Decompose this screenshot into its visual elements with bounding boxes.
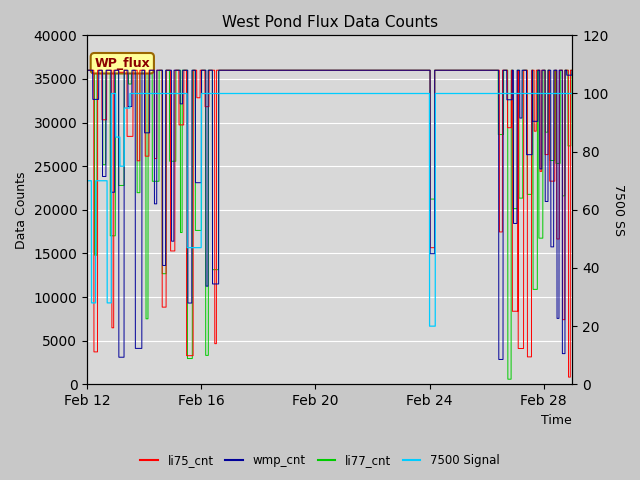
- Text: WP_flux: WP_flux: [95, 57, 150, 70]
- X-axis label: Time: Time: [541, 414, 572, 427]
- Y-axis label: Data Counts: Data Counts: [15, 171, 28, 249]
- Y-axis label: 7500 SS: 7500 SS: [612, 184, 625, 236]
- Title: West Pond Flux Data Counts: West Pond Flux Data Counts: [221, 15, 438, 30]
- Legend: li75_cnt, wmp_cnt, li77_cnt, 7500 Signal: li75_cnt, wmp_cnt, li77_cnt, 7500 Signal: [136, 449, 504, 472]
